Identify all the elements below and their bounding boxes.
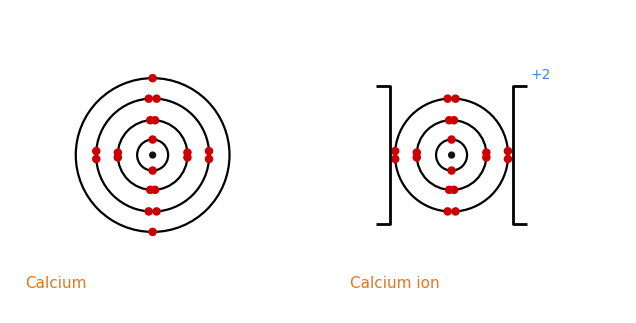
Ellipse shape xyxy=(93,155,100,162)
Ellipse shape xyxy=(153,208,160,215)
Text: Calcium: Calcium xyxy=(25,276,87,291)
Ellipse shape xyxy=(450,186,457,193)
Ellipse shape xyxy=(93,148,100,155)
Ellipse shape xyxy=(392,155,399,162)
Ellipse shape xyxy=(147,117,154,124)
Ellipse shape xyxy=(392,148,399,155)
Ellipse shape xyxy=(205,155,212,162)
Ellipse shape xyxy=(153,95,160,102)
Ellipse shape xyxy=(504,155,511,162)
Ellipse shape xyxy=(448,136,455,143)
Ellipse shape xyxy=(114,149,121,156)
Ellipse shape xyxy=(145,95,152,102)
Ellipse shape xyxy=(450,117,457,124)
Ellipse shape xyxy=(151,186,158,193)
Ellipse shape xyxy=(452,208,459,215)
Ellipse shape xyxy=(504,148,511,155)
Ellipse shape xyxy=(149,136,156,143)
Ellipse shape xyxy=(448,152,455,158)
Ellipse shape xyxy=(205,148,212,155)
Ellipse shape xyxy=(413,149,420,156)
Ellipse shape xyxy=(446,117,453,124)
Ellipse shape xyxy=(149,75,156,82)
Ellipse shape xyxy=(114,154,121,161)
Ellipse shape xyxy=(446,186,453,193)
Ellipse shape xyxy=(151,117,158,124)
Ellipse shape xyxy=(483,154,490,161)
Ellipse shape xyxy=(184,149,191,156)
Ellipse shape xyxy=(149,152,156,158)
Ellipse shape xyxy=(444,95,451,102)
Ellipse shape xyxy=(147,186,154,193)
Ellipse shape xyxy=(145,208,152,215)
Ellipse shape xyxy=(448,167,455,174)
Ellipse shape xyxy=(149,167,156,174)
Ellipse shape xyxy=(184,154,191,161)
Text: +2: +2 xyxy=(530,68,551,82)
Ellipse shape xyxy=(149,228,156,235)
Ellipse shape xyxy=(413,154,420,161)
Ellipse shape xyxy=(452,95,459,102)
Text: Calcium ion: Calcium ion xyxy=(350,276,439,291)
Ellipse shape xyxy=(483,149,490,156)
Ellipse shape xyxy=(444,208,451,215)
